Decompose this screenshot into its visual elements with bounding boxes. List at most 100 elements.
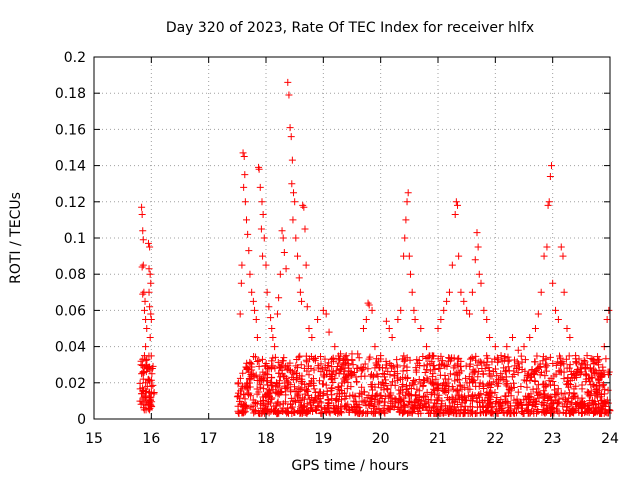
data-point xyxy=(352,378,360,386)
data-point xyxy=(291,198,299,206)
data-point xyxy=(362,315,370,323)
data-point xyxy=(136,397,144,405)
data-point xyxy=(536,390,544,398)
data-point xyxy=(557,389,565,397)
data-point xyxy=(411,315,419,323)
data-point xyxy=(256,409,264,417)
data-point xyxy=(352,398,360,406)
data-point xyxy=(244,230,252,238)
data-point xyxy=(579,398,587,406)
data-point xyxy=(531,377,539,385)
data-point xyxy=(455,354,463,362)
data-point xyxy=(269,334,277,342)
data-point xyxy=(279,400,287,408)
data-point xyxy=(243,216,251,224)
data-point xyxy=(604,399,612,407)
data-point xyxy=(566,334,574,342)
data-point xyxy=(335,384,343,392)
data-point xyxy=(341,353,349,361)
data-point xyxy=(263,371,271,379)
data-point xyxy=(472,352,480,360)
data-point xyxy=(578,368,586,376)
data-point xyxy=(333,390,341,398)
data-point xyxy=(466,355,474,363)
data-point xyxy=(454,391,462,399)
data-point xyxy=(541,390,549,398)
data-point xyxy=(280,248,288,256)
data-point xyxy=(448,261,456,269)
data-point xyxy=(601,385,609,393)
data-point xyxy=(480,382,488,390)
data-point xyxy=(299,407,307,415)
data-point xyxy=(278,357,286,365)
data-point xyxy=(289,403,297,411)
data-point xyxy=(565,364,573,372)
data-point xyxy=(297,361,305,369)
data-point xyxy=(523,383,531,391)
data-point xyxy=(236,374,244,382)
data-point xyxy=(501,368,509,376)
data-point xyxy=(241,171,249,179)
data-point xyxy=(140,393,148,401)
data-point xyxy=(402,385,410,393)
data-point xyxy=(359,365,367,373)
data-point xyxy=(454,355,462,363)
data-point xyxy=(301,225,309,233)
data-point xyxy=(507,392,515,400)
data-point xyxy=(438,409,446,417)
data-point xyxy=(403,367,411,375)
data-point xyxy=(588,374,596,382)
data-point xyxy=(405,252,413,260)
data-point xyxy=(143,325,151,332)
data-point xyxy=(514,388,522,396)
data-point xyxy=(323,387,331,395)
data-point xyxy=(347,383,355,391)
data-point xyxy=(580,357,588,365)
data-point xyxy=(578,381,586,389)
data-point xyxy=(534,381,542,389)
data-point xyxy=(423,366,431,374)
data-point xyxy=(423,343,431,351)
data-point xyxy=(598,373,606,381)
data-point xyxy=(543,362,551,370)
data-point xyxy=(255,377,263,385)
data-point xyxy=(145,376,153,384)
data-point xyxy=(555,395,563,403)
data-point xyxy=(337,366,345,374)
data-point xyxy=(601,408,609,416)
data-point xyxy=(480,306,488,314)
data-point xyxy=(456,362,464,370)
data-point xyxy=(558,358,566,366)
data-point xyxy=(562,355,570,363)
data-point xyxy=(382,364,390,372)
data-point xyxy=(284,379,292,387)
data-point xyxy=(445,354,453,362)
data-point xyxy=(488,409,496,417)
data-point xyxy=(563,403,571,411)
data-point xyxy=(334,410,342,418)
data-point xyxy=(251,408,259,416)
data-point xyxy=(243,359,251,367)
data-point xyxy=(428,389,436,397)
y-tick-label: 0 xyxy=(77,412,86,428)
data-point xyxy=(500,409,508,417)
data-point xyxy=(345,367,353,375)
data-point xyxy=(415,387,423,395)
data-point xyxy=(412,368,420,376)
data-point xyxy=(302,261,310,269)
y-tick-label: 0.16 xyxy=(55,122,86,138)
data-point xyxy=(275,369,283,377)
data-point xyxy=(559,408,567,416)
data-point xyxy=(591,367,599,375)
data-point xyxy=(571,392,579,400)
data-point xyxy=(503,382,511,390)
data-point xyxy=(457,288,465,296)
data-point xyxy=(391,395,399,403)
data-point xyxy=(486,334,494,342)
data-point xyxy=(420,392,428,400)
data-point xyxy=(533,352,541,360)
data-point xyxy=(323,402,331,410)
data-point xyxy=(364,365,372,373)
y-tick-label: 0.04 xyxy=(55,340,86,356)
